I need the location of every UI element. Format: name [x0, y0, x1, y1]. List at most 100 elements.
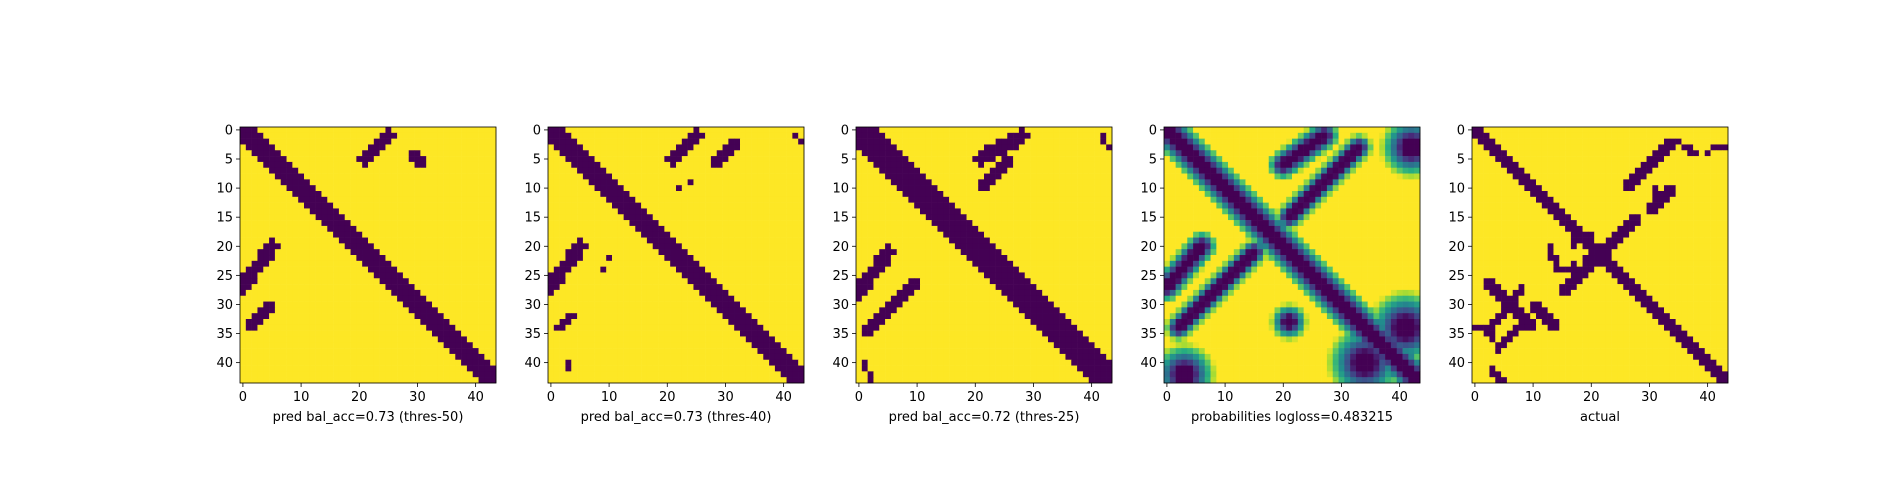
heatmap-cell: [798, 371, 805, 378]
heatmap-cell: [1077, 260, 1084, 267]
heatmap-cell: [635, 255, 642, 262]
heatmap-cell: [612, 365, 619, 372]
heatmap-cell: [769, 127, 776, 134]
y-tick-label: 5: [225, 153, 233, 168]
heatmap-cell: [280, 208, 287, 215]
heatmap-cell: [472, 214, 479, 221]
heatmap-cell: [1100, 237, 1107, 244]
heatmap-cell: [245, 301, 252, 308]
heatmap-cell: [890, 144, 898, 151]
heatmap-cell: [716, 208, 723, 215]
heatmap-cell: [989, 127, 996, 134]
heatmap-cell: [426, 284, 433, 291]
heatmap-cell: [472, 144, 479, 151]
heatmap-cell: [466, 208, 474, 215]
heatmap-cell: [960, 191, 967, 198]
heatmap-cell: [443, 243, 450, 250]
heatmap-cell: [612, 359, 619, 366]
heatmap-cell: [455, 132, 462, 139]
heatmap-cell: [769, 202, 776, 209]
heatmap-cell: [414, 278, 421, 285]
heatmap-cell: [490, 307, 497, 314]
heatmap-cell: [472, 249, 479, 256]
x-tick-label: 0: [547, 390, 555, 405]
heatmap-cell: [693, 179, 700, 186]
heatmap-cell: [304, 295, 311, 302]
heatmap-cell: [432, 127, 439, 134]
heatmap-cell: [780, 365, 787, 372]
heatmap-cell: [548, 208, 555, 215]
heatmap-cell: [402, 336, 410, 343]
heatmap-cell: [769, 185, 776, 192]
heatmap-cell: [449, 220, 456, 227]
heatmap-cell: [391, 220, 398, 227]
heatmap-cell: [449, 185, 456, 192]
heatmap-cell: [1007, 260, 1014, 267]
heatmap-cell: [478, 313, 485, 320]
heatmap-cell: [548, 330, 555, 337]
heatmap-cell: [443, 237, 450, 244]
heatmap-cell: [1106, 156, 1113, 163]
heatmap-cell: [646, 202, 654, 209]
heatmap-cell: [722, 371, 729, 378]
heatmap-cell: [705, 377, 712, 384]
heatmap-cell: [472, 132, 479, 139]
heatmap-cell: [292, 161, 299, 169]
heatmap-cell: [245, 377, 252, 384]
heatmap-cell: [728, 301, 735, 308]
heatmap-cell: [769, 330, 776, 337]
heatmap-cell: [1030, 249, 1037, 256]
heatmap-cell: [588, 307, 595, 314]
heatmap-cell: [420, 220, 427, 227]
heatmap-cell: [484, 324, 491, 331]
heatmap-cell: [484, 289, 491, 297]
heatmap-cell: [245, 225, 252, 233]
heatmap-cell: [769, 150, 776, 157]
heatmap-cell: [670, 365, 677, 372]
heatmap-cell: [449, 255, 456, 262]
heatmap-cell: [368, 156, 375, 163]
heatmap-cell: [902, 161, 909, 169]
heatmap-cell: [338, 156, 346, 163]
heatmap-cell: [728, 196, 735, 203]
heatmap-cell: [774, 225, 782, 233]
heatmap-cell: [478, 150, 485, 157]
heatmap-cell: [565, 185, 572, 192]
heatmap-cell: [763, 249, 770, 256]
heatmap-cell: [443, 272, 450, 279]
heatmap-cell: [548, 144, 555, 151]
heatmap-cell: [1088, 191, 1095, 198]
heatmap-cell: [455, 371, 462, 378]
heatmap-cell: [780, 225, 787, 233]
heatmap-cell: [577, 272, 584, 279]
heatmap-cell: [798, 313, 805, 320]
heatmap-cell: [914, 243, 921, 250]
heatmap-cell: [1001, 255, 1008, 262]
heatmap-cell: [240, 243, 247, 250]
heatmap-cell: [571, 150, 578, 157]
heatmap-cell: [309, 319, 316, 326]
heatmap-cell: [402, 284, 410, 291]
heatmap-cell: [798, 191, 805, 198]
heatmap-cell: [670, 138, 677, 145]
heatmap-cell: [705, 330, 712, 337]
heatmap-cell: [1059, 161, 1066, 169]
heatmap-cell: [1071, 150, 1078, 157]
heatmap-cell: [478, 255, 485, 262]
heatmap-cell: [437, 208, 444, 215]
heatmap-cell: [309, 127, 316, 134]
heatmap-cell: [1030, 255, 1037, 262]
heatmap-cell: [798, 208, 805, 215]
heatmap-cell: [722, 214, 729, 221]
heatmap-cell: [263, 289, 270, 297]
heatmap-cell: [356, 185, 363, 192]
heatmap-cell: [385, 185, 392, 192]
heatmap-cell: [443, 208, 450, 215]
heatmap-cell: [995, 156, 1002, 163]
heatmap-cell: [1042, 231, 1049, 238]
heatmap-cell: [676, 127, 683, 134]
heatmap-cell: [617, 319, 624, 326]
heatmap-cell: [734, 150, 741, 157]
heatmap-cell: [588, 249, 595, 256]
heatmap-cell: [455, 260, 462, 267]
